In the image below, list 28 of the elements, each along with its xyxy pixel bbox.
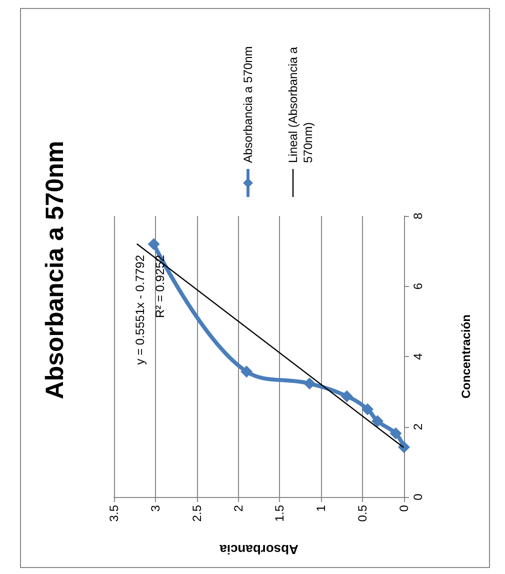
point bbox=[371, 415, 384, 428]
x-tick-label: 2.5 bbox=[190, 504, 204, 522]
point bbox=[362, 403, 374, 416]
y-tick-label: 2 bbox=[411, 423, 425, 430]
x-tick-label: 2 bbox=[231, 504, 246, 512]
y-tick-label: 6 bbox=[411, 282, 425, 290]
x-tick-label: 1 bbox=[314, 504, 328, 512]
x-tick-label: 3 bbox=[148, 504, 162, 512]
point bbox=[340, 390, 353, 402]
point bbox=[148, 238, 160, 250]
y-tick-label: 8 bbox=[411, 212, 425, 220]
point bbox=[304, 378, 316, 390]
x-axis-title: Absorbancia bbox=[218, 542, 298, 557]
text: Lineal (Absorbancia a 570nm) bbox=[286, 45, 316, 162]
x-tick-label: 0 bbox=[397, 504, 411, 512]
point bbox=[240, 366, 253, 378]
y-axis-title: Concentración bbox=[459, 314, 473, 399]
text: Absorbancia a 570nm bbox=[240, 44, 256, 162]
x-tick-label: 1.5 bbox=[272, 504, 287, 522]
x-tick-label: 0.5 bbox=[356, 504, 370, 522]
annotation: R² = 0.9252 bbox=[153, 254, 167, 318]
annotation: y = 0.5551x - 0.7792 bbox=[133, 254, 147, 365]
point bbox=[398, 441, 410, 454]
y-tick-label: 4 bbox=[411, 352, 425, 360]
text: Absorbancia a 570nm bbox=[41, 140, 69, 400]
x-tick-label: 3.5 bbox=[107, 504, 121, 522]
y-tick-label: 0 bbox=[411, 493, 425, 500]
point bbox=[390, 427, 402, 440]
